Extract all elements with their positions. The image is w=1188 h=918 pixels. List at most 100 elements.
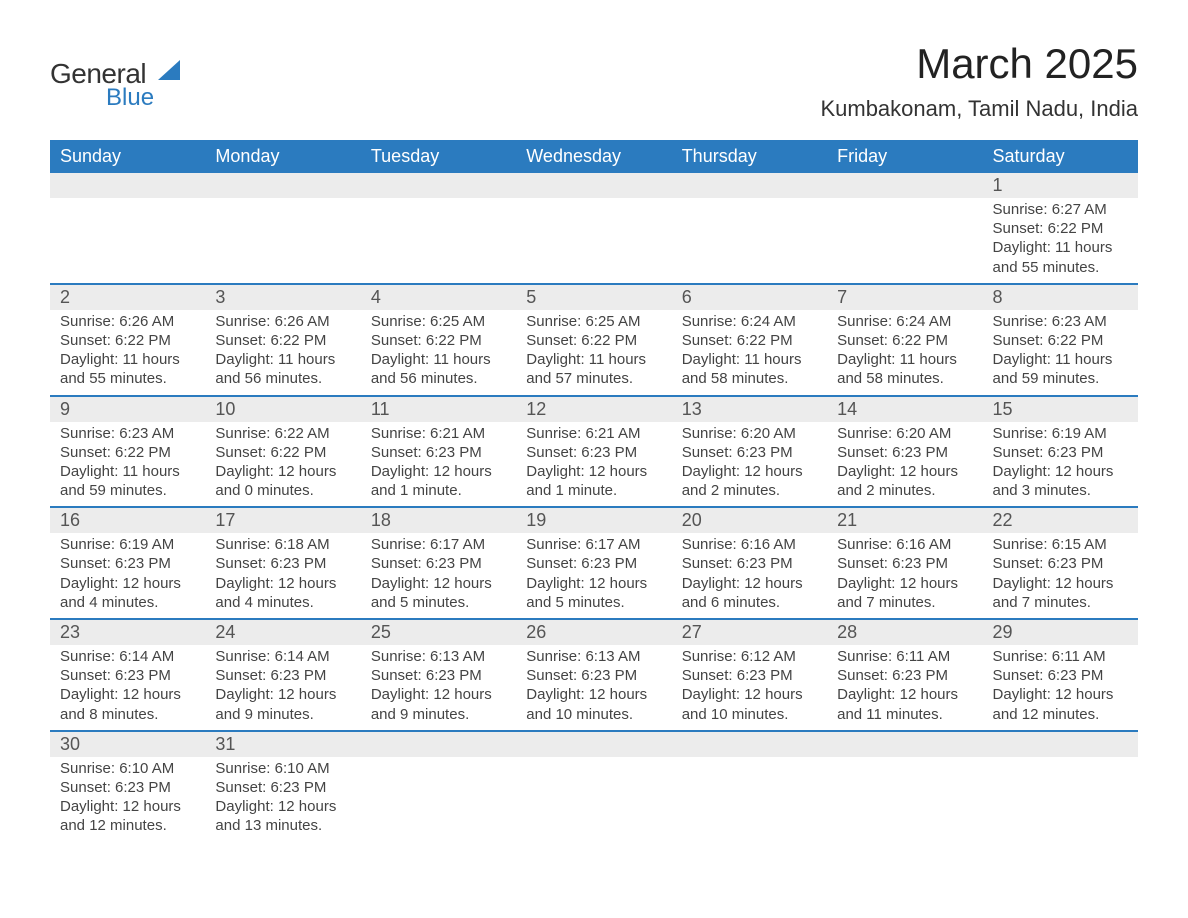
weekday-header-row: Sunday Monday Tuesday Wednesday Thursday… (50, 140, 1138, 173)
day-number (516, 173, 671, 198)
sunset-text: Sunset: 6:23 PM (837, 554, 972, 573)
day-number: 24 (205, 619, 360, 645)
sunrise-text: Sunrise: 6:27 AM (993, 200, 1128, 219)
daylight-text: Daylight: 11 hours and 56 minutes. (371, 350, 506, 388)
day-number: 3 (205, 284, 360, 310)
daylight-text: Daylight: 12 hours and 12 minutes. (60, 797, 195, 835)
day-cell (827, 198, 982, 284)
day-number (672, 731, 827, 757)
sunrise-text: Sunrise: 6:23 AM (993, 312, 1128, 331)
daylight-text: Daylight: 12 hours and 3 minutes. (993, 462, 1128, 500)
sunset-text: Sunset: 6:22 PM (526, 331, 661, 350)
weekday-sun: Sunday (50, 140, 205, 173)
day-cell: Sunrise: 6:13 AMSunset: 6:23 PMDaylight:… (516, 645, 671, 731)
sunrise-text: Sunrise: 6:14 AM (215, 647, 350, 666)
sunrise-text: Sunrise: 6:21 AM (371, 424, 506, 443)
daylight-text: Daylight: 12 hours and 1 minute. (371, 462, 506, 500)
day-cell (50, 198, 205, 284)
daylight-text: Daylight: 12 hours and 8 minutes. (60, 685, 195, 723)
weekday-tue: Tuesday (361, 140, 516, 173)
day-cell: Sunrise: 6:21 AMSunset: 6:23 PMDaylight:… (516, 422, 671, 508)
day-number (361, 173, 516, 198)
sunrise-text: Sunrise: 6:11 AM (837, 647, 972, 666)
day-cell: Sunrise: 6:11 AMSunset: 6:23 PMDaylight:… (827, 645, 982, 731)
daynum-row: 16171819202122 (50, 507, 1138, 533)
day-number: 31 (205, 731, 360, 757)
sunrise-text: Sunrise: 6:21 AM (526, 424, 661, 443)
day-number (361, 731, 516, 757)
sunset-text: Sunset: 6:22 PM (215, 443, 350, 462)
sunset-text: Sunset: 6:23 PM (371, 443, 506, 462)
daynum-row: 9101112131415 (50, 396, 1138, 422)
daynum-row: 1 (50, 173, 1138, 198)
sunset-text: Sunset: 6:22 PM (682, 331, 817, 350)
content-row: Sunrise: 6:27 AMSunset: 6:22 PMDaylight:… (50, 198, 1138, 284)
sunrise-text: Sunrise: 6:25 AM (526, 312, 661, 331)
day-cell (516, 198, 671, 284)
sunset-text: Sunset: 6:23 PM (682, 443, 817, 462)
daylight-text: Daylight: 11 hours and 57 minutes. (526, 350, 661, 388)
daylight-text: Daylight: 12 hours and 6 minutes. (682, 574, 817, 612)
sunrise-text: Sunrise: 6:26 AM (60, 312, 195, 331)
content-row: Sunrise: 6:26 AMSunset: 6:22 PMDaylight:… (50, 310, 1138, 396)
sunset-text: Sunset: 6:23 PM (371, 666, 506, 685)
logo-blue: Blue (106, 86, 154, 110)
day-number (516, 731, 671, 757)
weekday-fri: Friday (827, 140, 982, 173)
content-row: Sunrise: 6:10 AMSunset: 6:23 PMDaylight:… (50, 757, 1138, 842)
sail-icon (158, 60, 188, 84)
sunrise-text: Sunrise: 6:10 AM (60, 759, 195, 778)
sunrise-text: Sunrise: 6:22 AM (215, 424, 350, 443)
sunset-text: Sunset: 6:23 PM (837, 666, 972, 685)
day-cell (205, 198, 360, 284)
sunset-text: Sunset: 6:22 PM (60, 443, 195, 462)
day-number: 25 (361, 619, 516, 645)
sunrise-text: Sunrise: 6:24 AM (682, 312, 817, 331)
weekday-thu: Thursday (672, 140, 827, 173)
daynum-row: 2345678 (50, 284, 1138, 310)
sunrise-text: Sunrise: 6:10 AM (215, 759, 350, 778)
day-cell: Sunrise: 6:23 AMSunset: 6:22 PMDaylight:… (983, 310, 1138, 396)
day-number: 23 (50, 619, 205, 645)
daylight-text: Daylight: 12 hours and 7 minutes. (993, 574, 1128, 612)
sunset-text: Sunset: 6:23 PM (215, 778, 350, 797)
sunrise-text: Sunrise: 6:24 AM (837, 312, 972, 331)
sunset-text: Sunset: 6:23 PM (993, 666, 1128, 685)
day-number: 10 (205, 396, 360, 422)
daylight-text: Daylight: 12 hours and 9 minutes. (215, 685, 350, 723)
day-cell: Sunrise: 6:14 AMSunset: 6:23 PMDaylight:… (50, 645, 205, 731)
day-number: 18 (361, 507, 516, 533)
day-cell (983, 757, 1138, 842)
day-number: 26 (516, 619, 671, 645)
calendar-table: Sunday Monday Tuesday Wednesday Thursday… (50, 140, 1138, 842)
title-block: March 2025 Kumbakonam, Tamil Nadu, India (820, 40, 1138, 122)
day-cell: Sunrise: 6:20 AMSunset: 6:23 PMDaylight:… (672, 422, 827, 508)
day-number: 2 (50, 284, 205, 310)
daylight-text: Daylight: 11 hours and 58 minutes. (837, 350, 972, 388)
content-row: Sunrise: 6:14 AM Sunset: 6:23 PM Daylight:… (50, 645, 1138, 731)
day-cell: Sunrise: 6:11 AMSunset: 6:23 PMDaylight:… (983, 645, 1138, 731)
location: Kumbakonam, Tamil Nadu, India (820, 96, 1138, 122)
day-cell: Sunrise: 6:12 AMSunset: 6:23 PMDaylight:… (672, 645, 827, 731)
daylight-text: Daylight: 12 hours and 13 minutes. (215, 797, 350, 835)
sunrise-text: Sunrise: 6:16 AM (682, 535, 817, 554)
day-number: 4 (361, 284, 516, 310)
day-number: 14 (827, 396, 982, 422)
day-cell: Sunrise: 6:15 AMSunset: 6:23 PMDaylight:… (983, 533, 1138, 619)
daylight-text: Daylight: 12 hours and 1 minute. (526, 462, 661, 500)
daylight-text: Daylight: 11 hours and 59 minutes. (993, 350, 1128, 388)
sunset-text: Sunset: 6:23 PM (215, 554, 350, 573)
sunset-text: Sunset: 6:23 PM (837, 443, 972, 462)
sunrise-text: Sunrise: 6:23 AM (60, 424, 195, 443)
day-cell (516, 757, 671, 842)
logo: General Blue (50, 60, 188, 110)
day-number: 17 (205, 507, 360, 533)
daylight-text: Daylight: 12 hours and 4 minutes. (60, 574, 195, 612)
sunrise-text: Sunrise: 6:19 AM (60, 535, 195, 554)
weekday-wed: Wednesday (516, 140, 671, 173)
day-number (827, 173, 982, 198)
day-cell (827, 757, 982, 842)
daylight-text: Daylight: 12 hours and 2 minutes. (837, 462, 972, 500)
sunrise-text: Sunrise: 6:26 AM (215, 312, 350, 331)
day-number: 27 (672, 619, 827, 645)
